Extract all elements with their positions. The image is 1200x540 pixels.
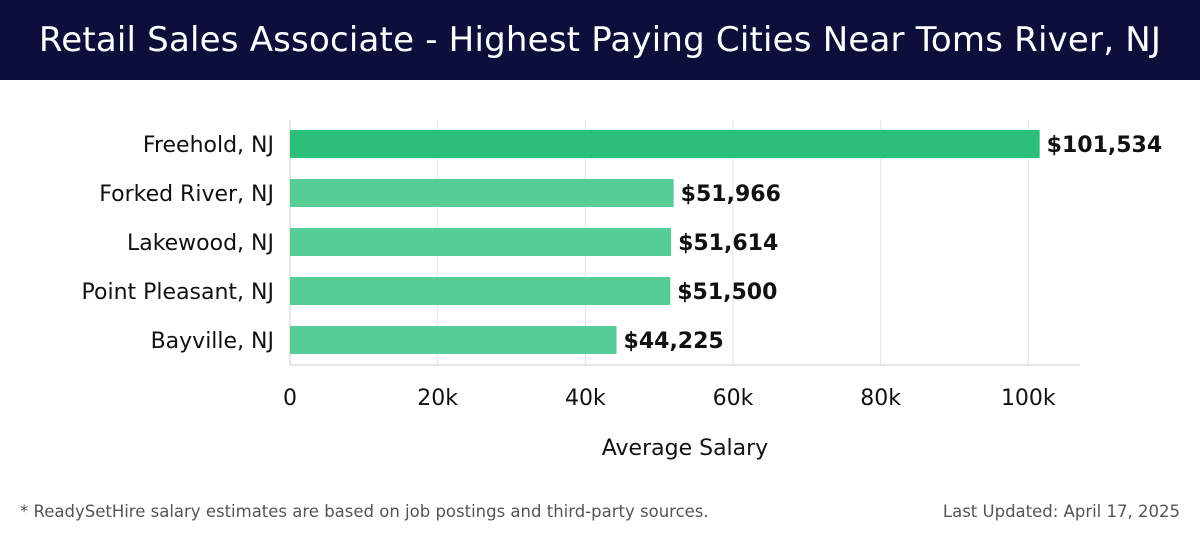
bar — [290, 277, 671, 305]
x-tick-label: 40k — [565, 386, 606, 411]
value-label: $51,966 — [681, 182, 781, 207]
bar — [290, 326, 617, 354]
source-note: * ReadySetHire salary estimates are base… — [20, 502, 709, 521]
bar — [290, 179, 674, 207]
category-label: Lakewood, NJ — [127, 231, 274, 256]
grid-lines — [289, 120, 1080, 366]
category-label: Bayville, NJ — [151, 329, 274, 354]
category-label: Point Pleasant, NJ — [82, 280, 274, 305]
value-label: $51,614 — [678, 231, 778, 256]
x-tick-label: 100k — [1001, 386, 1056, 411]
chart-header: Retail Sales Associate - Highest Paying … — [0, 0, 1200, 80]
x-tick-label: 60k — [713, 386, 754, 411]
labels: 0 20k 40k 60k 80k 100k Freehold, NJ $101,534 For… — [82, 133, 1163, 411]
x-tick-label: 80k — [860, 386, 901, 411]
last-updated: Last Updated: April 17, 2025 — [942, 502, 1180, 521]
value-label: $44,225 — [624, 329, 724, 354]
salary-bar-chart: 0 20k 40k 60k 80k 100k Freehold, NJ $101,534 For… — [82, 120, 1163, 461]
value-label: $101,534 — [1047, 133, 1163, 158]
bar — [290, 228, 672, 256]
x-tick-label: 0 — [283, 386, 297, 411]
value-label: $51,500 — [677, 280, 777, 305]
x-axis-label: Average Salary — [602, 436, 768, 461]
bars — [290, 130, 1040, 354]
chart-title: Retail Sales Associate - Highest Paying … — [38, 20, 1162, 60]
bar — [290, 130, 1040, 158]
chart-footer: * ReadySetHire salary estimates are base… — [0, 498, 1200, 528]
category-label: Forked River, NJ — [99, 182, 274, 207]
category-label: Freehold, NJ — [143, 133, 274, 158]
x-tick-label: 20k — [417, 386, 458, 411]
